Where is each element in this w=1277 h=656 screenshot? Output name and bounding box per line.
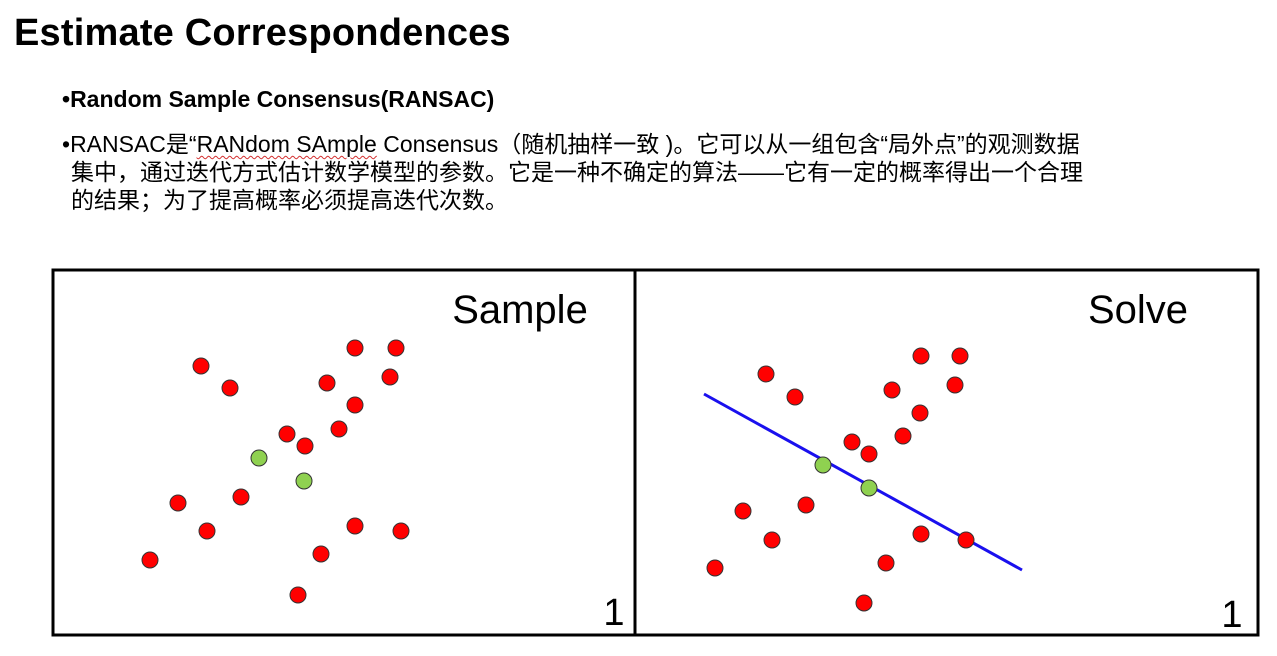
- data-point: [763, 531, 781, 549]
- data-point: [141, 551, 159, 569]
- data-point: [957, 531, 975, 549]
- slide-title: Estimate Correspondences: [14, 12, 511, 54]
- panel-sample-title: Sample: [452, 288, 588, 332]
- data-point: [346, 517, 364, 535]
- data-point: [912, 347, 930, 365]
- panel-sample: Sample 1: [51, 268, 637, 637]
- data-point: [951, 347, 969, 365]
- description-prefix: RANSAC是“: [70, 131, 197, 157]
- panel-solve: Solve 1: [633, 268, 1260, 637]
- data-point: [392, 522, 410, 540]
- data-point: [221, 379, 239, 397]
- data-point: [296, 437, 314, 455]
- data-point: [330, 420, 348, 438]
- data-point: [860, 445, 878, 463]
- bullet-marker: •: [62, 86, 71, 112]
- data-point: [843, 433, 861, 451]
- data-point: [734, 502, 752, 520]
- data-point: [346, 396, 364, 414]
- description-line-1-rest: Consensus（随机抽样一致 )。它可以从一组包含“局外点”的观测数据: [376, 131, 1080, 157]
- data-point: [706, 559, 724, 577]
- bullet-ransac-heading: •Random Sample Consensus(RANSAC): [62, 86, 494, 113]
- description-line-2: 集中，通过迭代方式估计数学模型的参数。它是一种不确定的算法——它有一定的概率得出…: [71, 159, 1083, 185]
- data-point: [946, 376, 964, 394]
- data-point: [883, 381, 901, 399]
- data-point: [312, 545, 330, 563]
- sampled-point: [295, 472, 313, 490]
- description-line-1: •RANSAC是“RANdom SAmple Consensus（随机抽样一致 …: [62, 130, 1242, 158]
- sampled-point: [860, 479, 878, 497]
- panel-solve-number: 1: [1221, 594, 1242, 636]
- data-point: [169, 494, 187, 512]
- sampled-point: [250, 449, 268, 467]
- bullet1-text: Random Sample Consensus(RANSAC): [70, 86, 495, 112]
- panel-sample-number: 1: [603, 592, 624, 634]
- data-point: [894, 427, 912, 445]
- data-point: [192, 357, 210, 375]
- panel-sample-points: [141, 339, 410, 604]
- panel-sample-frame: [51, 268, 637, 637]
- bullet-marker: •: [62, 131, 71, 157]
- data-point: [912, 525, 930, 543]
- description-line-3: 的结果；为了提高概率必须提高迭代次数。: [71, 187, 508, 213]
- data-point: [877, 554, 895, 572]
- data-point: [855, 594, 873, 612]
- panel-solve-title: Solve: [1088, 288, 1188, 332]
- sampled-point: [814, 456, 832, 474]
- spellcheck-underlined-text: RANdom SAmple: [196, 131, 377, 157]
- data-point: [786, 388, 804, 406]
- data-point: [232, 488, 250, 506]
- data-point: [797, 496, 815, 514]
- data-point: [757, 365, 775, 383]
- data-point: [381, 368, 399, 386]
- data-point: [289, 586, 307, 604]
- data-point: [198, 522, 216, 540]
- data-point: [346, 339, 364, 357]
- data-point: [278, 425, 296, 443]
- data-point: [318, 374, 336, 392]
- panel-solve-frame: [633, 268, 1260, 637]
- panel-solve-points: [706, 347, 975, 612]
- bullet-ransac-description: •RANSAC是“RANdom SAmple Consensus（随机抽样一致 …: [62, 130, 1242, 214]
- data-point: [387, 339, 405, 357]
- data-point: [911, 404, 929, 422]
